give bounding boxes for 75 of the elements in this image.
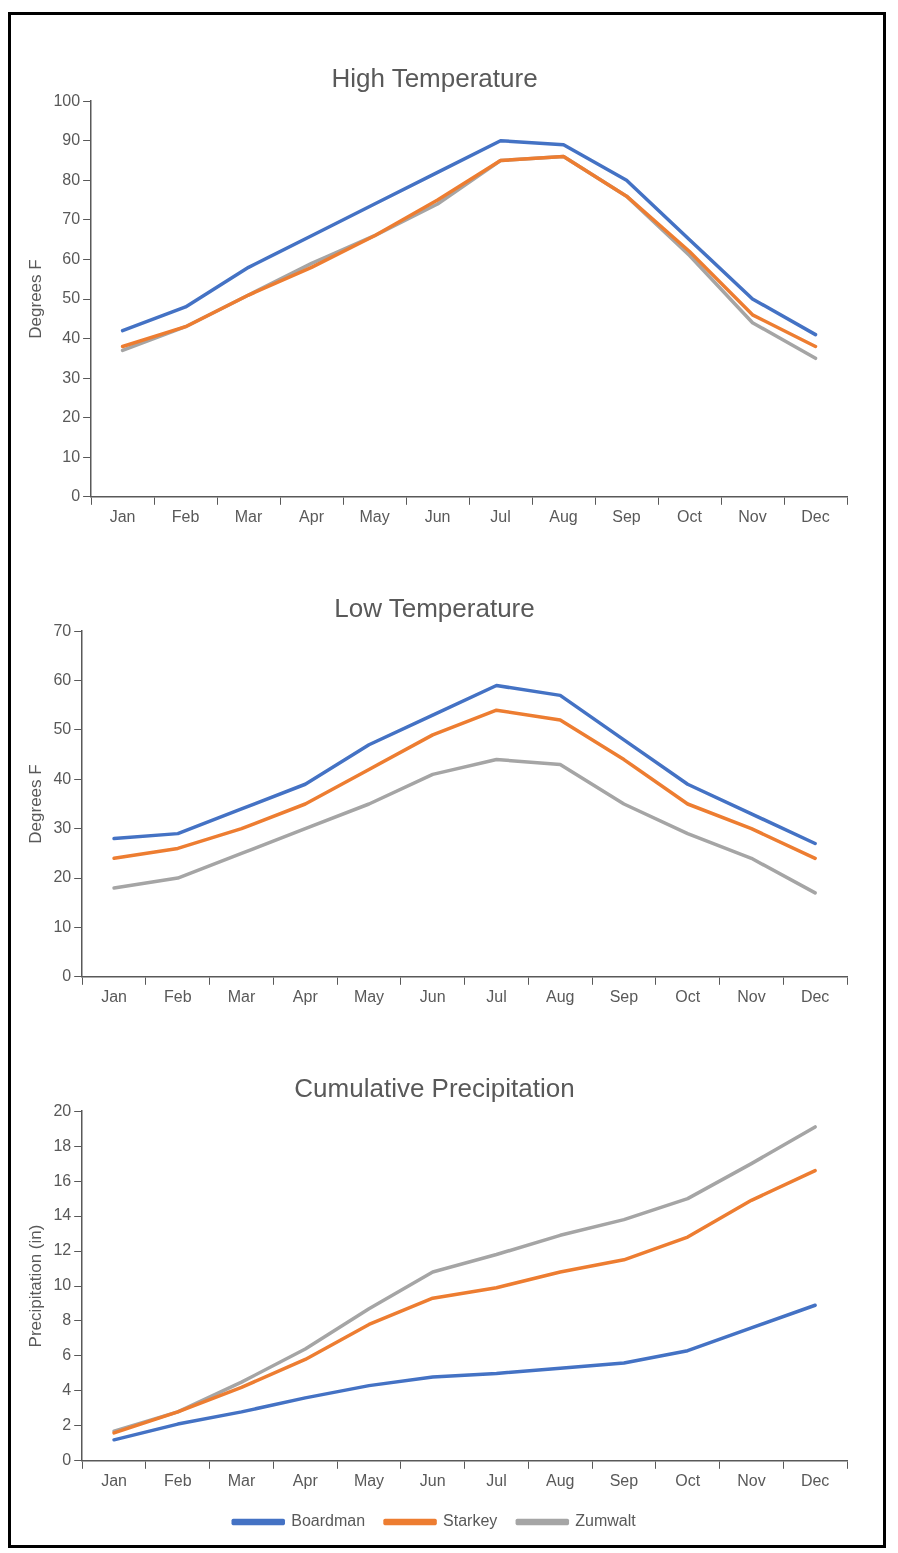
x-tick-label: Dec xyxy=(801,507,830,525)
chart-title: Low Temperature xyxy=(334,592,535,623)
x-tick-label: Nov xyxy=(737,987,766,1005)
x-tick-label: Feb xyxy=(171,507,200,525)
y-tick-label: 50 xyxy=(62,289,81,307)
legend-label: Boardman xyxy=(291,1512,366,1530)
y-tick-label: 2 xyxy=(62,1416,72,1434)
y-tick-label: 60 xyxy=(62,249,81,267)
x-tick-label: Oct xyxy=(677,507,703,525)
y-tick-label: 70 xyxy=(53,621,72,639)
y-tick-label: 20 xyxy=(53,1101,72,1119)
y-tick-label: 30 xyxy=(53,819,72,837)
x-tick-label: Sep xyxy=(609,1471,639,1489)
legend-label: Zumwalt xyxy=(575,1512,637,1530)
y-axis-title: Precipitation (in) xyxy=(25,1224,45,1348)
x-tick-label: Jul xyxy=(486,1471,507,1489)
y-axis-title: Degrees F xyxy=(25,259,45,339)
y-tick-label: 40 xyxy=(53,769,72,787)
y-axis-title: Degrees F xyxy=(25,764,45,844)
y-tick-label: 30 xyxy=(62,368,81,386)
y-tick-label: 20 xyxy=(53,868,72,886)
x-tick-label: Oct xyxy=(675,1471,701,1489)
x-tick-label: Sep xyxy=(609,987,639,1005)
chart-title: Cumulative Precipitation xyxy=(294,1072,575,1103)
x-tick-label: Dec xyxy=(800,987,830,1005)
x-tick-label: Aug xyxy=(545,1471,575,1489)
x-tick-label: Jul xyxy=(490,507,511,525)
y-tick-label: 20 xyxy=(62,408,81,426)
y-tick-label: 4 xyxy=(62,1381,72,1399)
x-tick-label: Dec xyxy=(800,1471,830,1489)
legend-label: Starkey xyxy=(443,1512,498,1530)
x-tick-label: Jun xyxy=(424,507,451,525)
x-tick-label: Jun xyxy=(419,987,446,1005)
x-tick-label: Apr xyxy=(292,987,319,1005)
x-tick-label: Nov xyxy=(738,507,767,525)
x-tick-label: Jan xyxy=(101,1471,127,1489)
y-tick-label: 16 xyxy=(53,1171,72,1189)
y-tick-label: 14 xyxy=(53,1206,72,1224)
y-tick-label: 80 xyxy=(62,170,81,188)
x-tick-label: Feb xyxy=(164,987,192,1005)
x-tick-label: Aug xyxy=(549,507,578,525)
x-tick-label: Mar xyxy=(227,1471,256,1489)
y-tick-label: 40 xyxy=(62,328,81,346)
x-tick-label: Jul xyxy=(486,987,507,1005)
y-tick-label: 18 xyxy=(53,1136,72,1154)
x-tick-label: Apr xyxy=(292,1471,319,1489)
y-tick-label: 0 xyxy=(62,1451,72,1469)
y-tick-label: 50 xyxy=(53,720,72,738)
y-tick-label: 10 xyxy=(62,447,81,465)
x-tick-label: Oct xyxy=(675,987,701,1005)
x-tick-label: May xyxy=(359,507,390,525)
y-tick-label: 12 xyxy=(53,1241,72,1259)
x-tick-label: Aug xyxy=(545,987,575,1005)
x-tick-label: Sep xyxy=(612,507,641,525)
x-tick-label: Apr xyxy=(299,507,325,525)
y-tick-label: 8 xyxy=(62,1311,72,1329)
y-tick-label: 10 xyxy=(53,917,72,935)
y-tick-label: 6 xyxy=(62,1346,72,1364)
y-tick-label: 70 xyxy=(62,210,81,228)
x-tick-label: Jan xyxy=(101,987,127,1005)
y-tick-label: 100 xyxy=(53,91,81,109)
x-tick-label: May xyxy=(353,987,385,1005)
y-tick-label: 0 xyxy=(71,487,81,505)
y-tick-label: 90 xyxy=(62,131,81,149)
y-tick-label: 0 xyxy=(62,967,72,985)
x-tick-label: Nov xyxy=(737,1471,766,1489)
x-tick-label: Jun xyxy=(419,1471,446,1489)
x-tick-label: Feb xyxy=(164,1471,192,1489)
x-tick-label: Jan xyxy=(109,507,136,525)
x-tick-label: Mar xyxy=(234,507,264,525)
chart-title: High Temperature xyxy=(331,62,538,93)
x-tick-label: Mar xyxy=(227,987,256,1005)
y-tick-label: 60 xyxy=(53,670,72,688)
y-tick-label: 10 xyxy=(53,1276,72,1294)
x-tick-label: May xyxy=(353,1471,385,1489)
